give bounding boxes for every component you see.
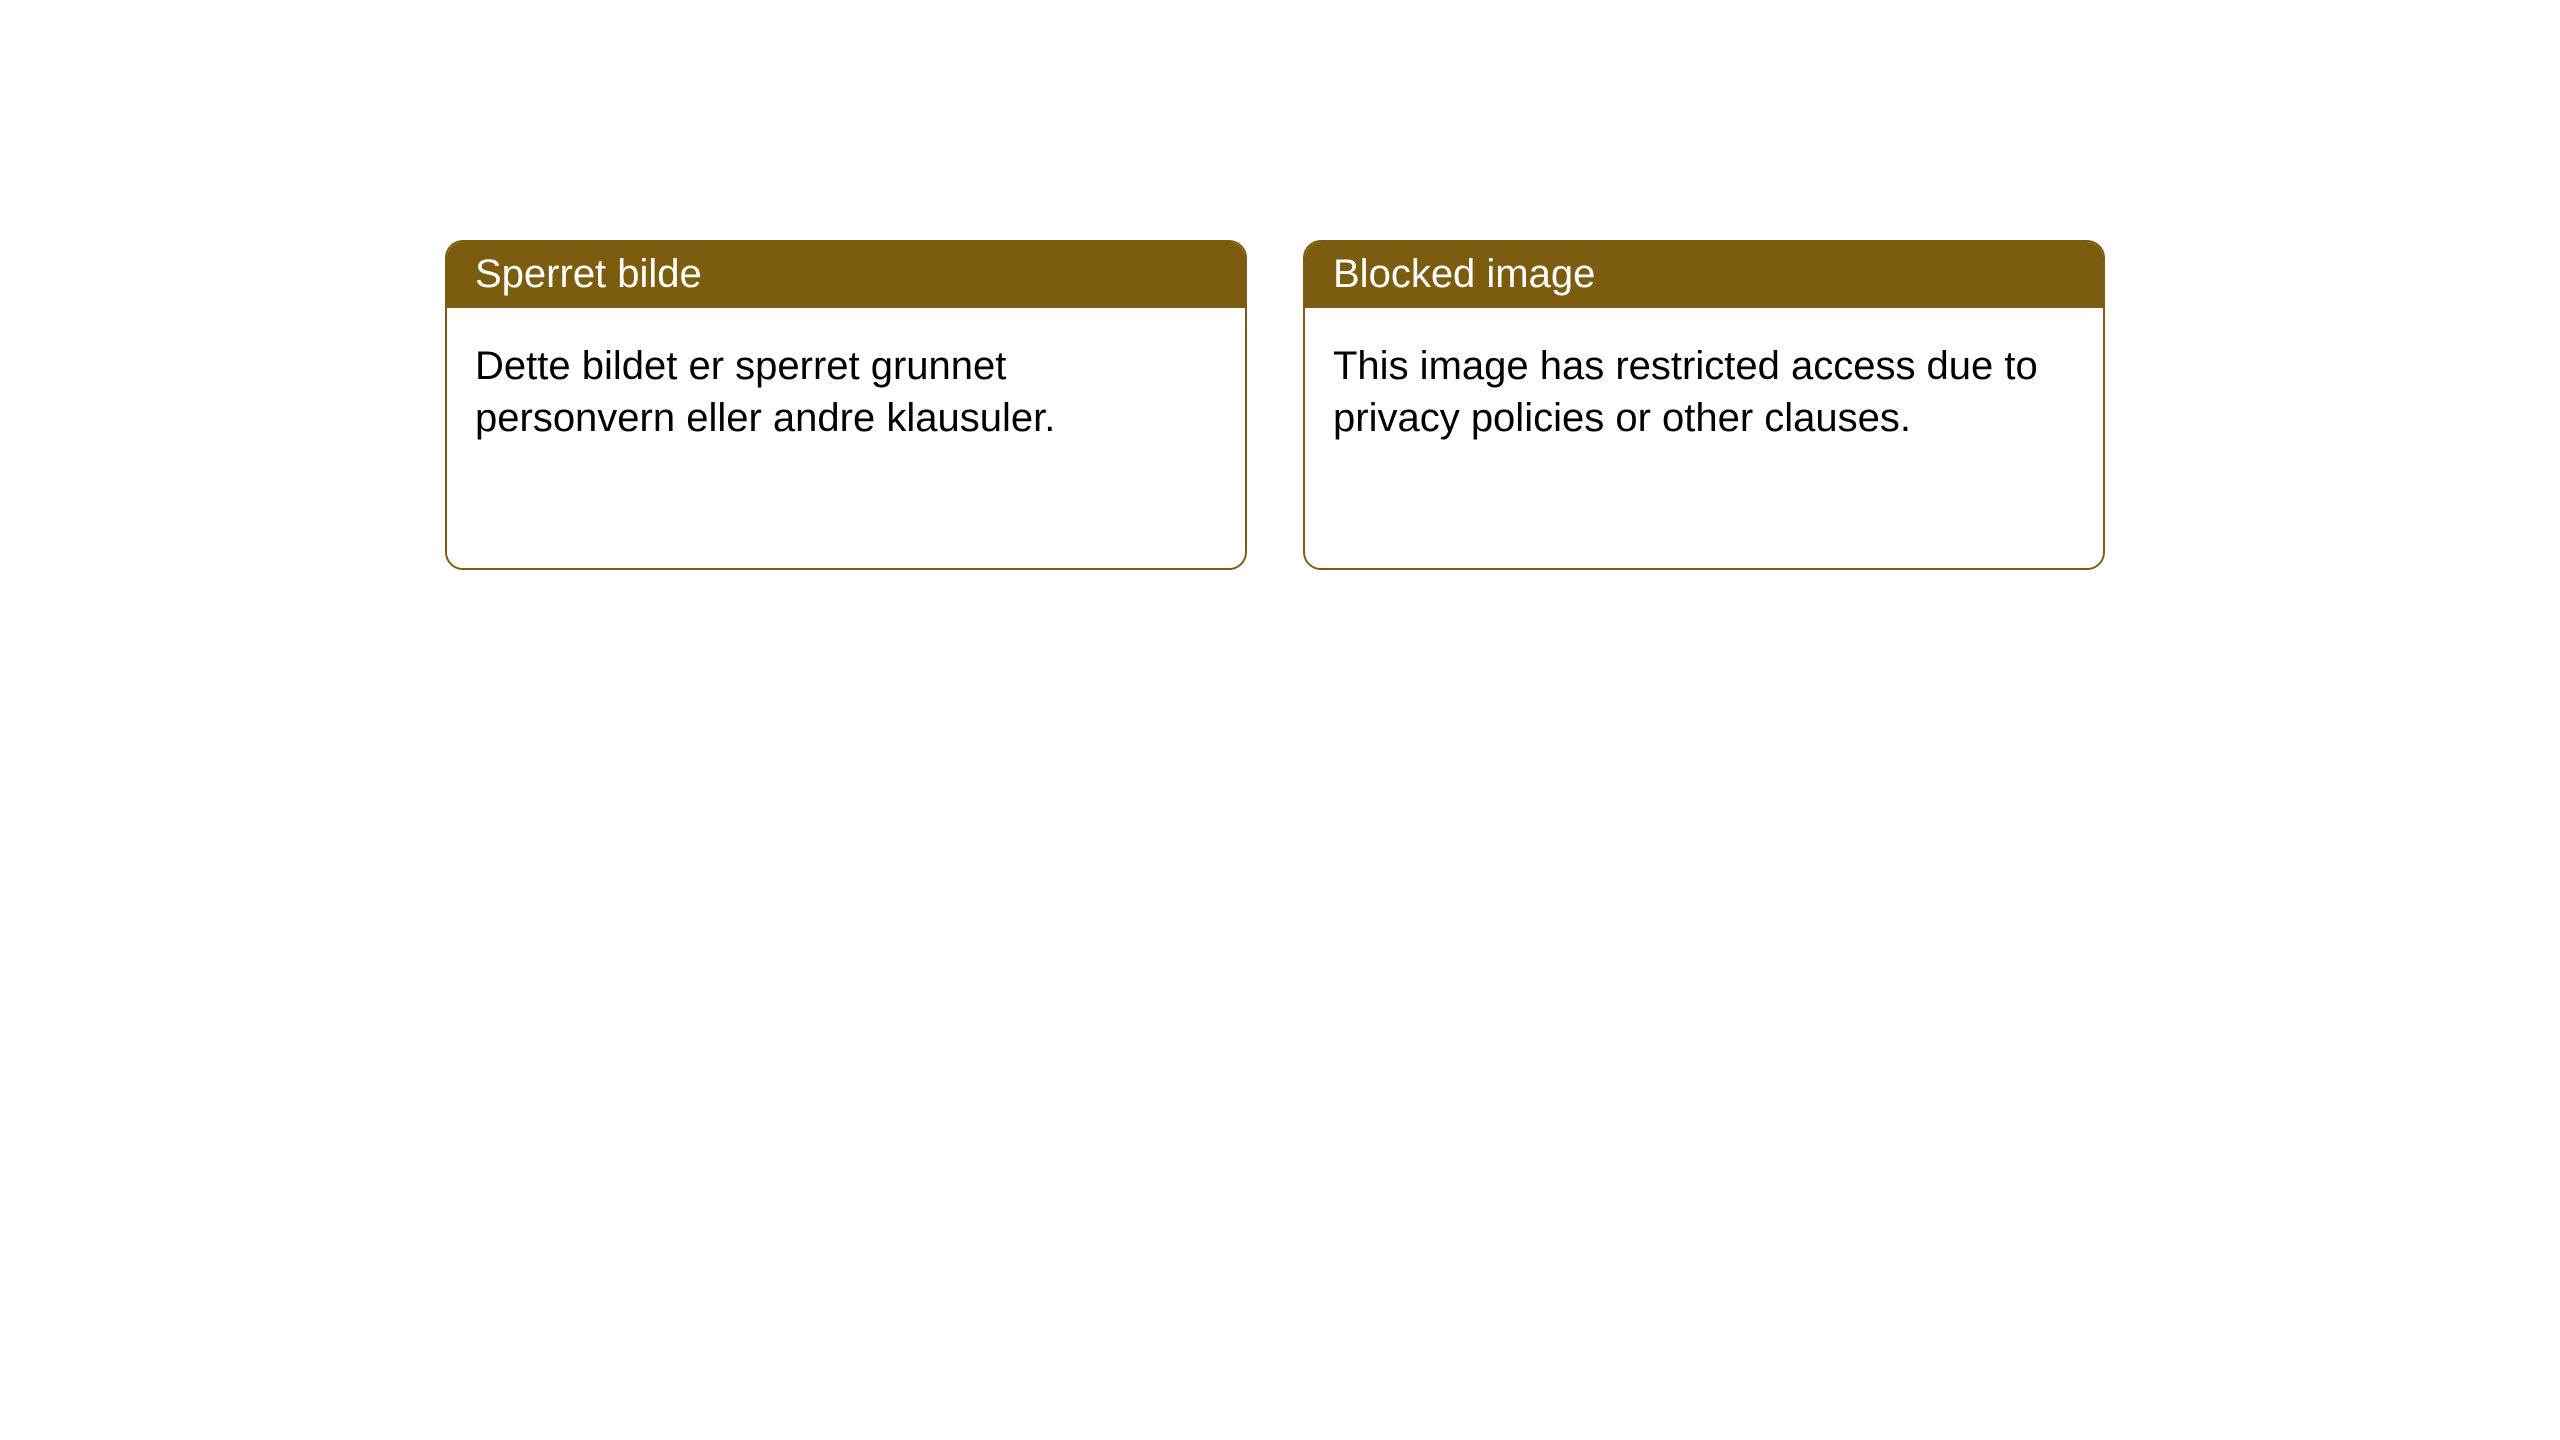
- notice-body: This image has restricted access due to …: [1305, 308, 2103, 568]
- notice-title: Sperret bilde: [475, 252, 702, 296]
- notice-header: Sperret bilde: [447, 242, 1245, 308]
- notice-box-norwegian: Sperret bilde Dette bildet er sperret gr…: [445, 240, 1247, 570]
- notice-box-english: Blocked image This image has restricted …: [1303, 240, 2105, 570]
- notice-title: Blocked image: [1333, 252, 1595, 296]
- notice-text: Dette bildet er sperret grunnet personve…: [475, 340, 1217, 444]
- notice-body: Dette bildet er sperret grunnet personve…: [447, 308, 1245, 568]
- notice-header: Blocked image: [1305, 242, 2103, 308]
- notice-text: This image has restricted access due to …: [1333, 340, 2075, 444]
- notice-container: Sperret bilde Dette bildet er sperret gr…: [445, 240, 2105, 570]
